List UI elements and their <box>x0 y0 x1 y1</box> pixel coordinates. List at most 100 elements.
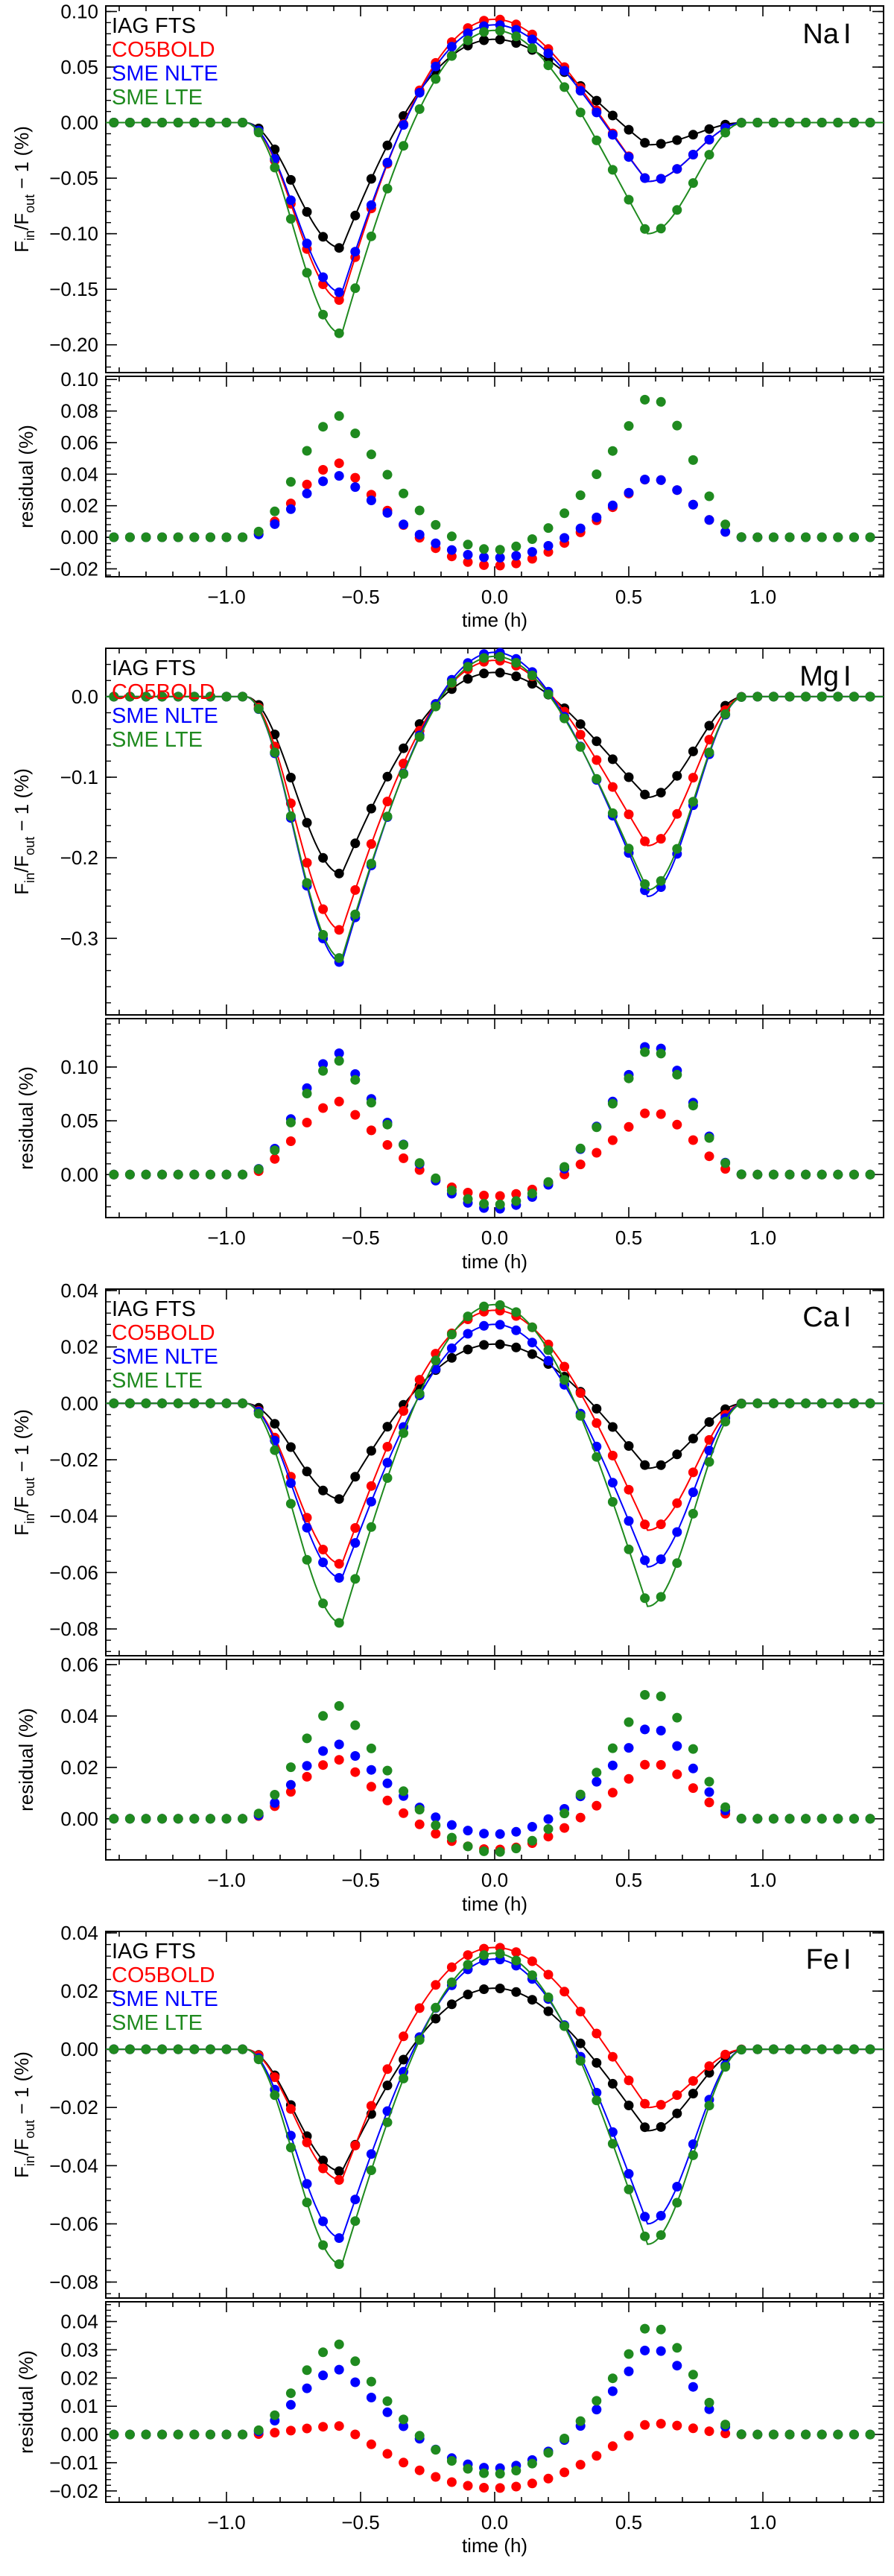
data-point-sme-lte <box>607 1743 618 1753</box>
y-tick-label: −0.01 <box>49 2452 98 2474</box>
data-point-sme-lte <box>688 178 698 189</box>
data-point-sme-lte <box>672 1712 682 1723</box>
data-point-sme-lte <box>640 1047 650 1057</box>
data-point-sme-lte <box>833 118 843 127</box>
ca-i-element-suffix: I <box>843 1302 852 1333</box>
data-point-sme-lte <box>350 1075 361 1085</box>
data-point-sme-lte <box>157 118 168 127</box>
data-point-co5bold <box>463 557 473 567</box>
fe-i-residual-series-co5bold <box>109 2419 875 2493</box>
data-point-sme-lte <box>865 118 875 127</box>
y-tick-label: −0.02 <box>49 557 98 580</box>
data-point-sme-lte <box>446 531 457 542</box>
data-point-co5bold <box>704 2426 714 2437</box>
data-point-sme-lte <box>173 532 183 542</box>
data-point-co5bold <box>511 558 522 569</box>
data-point-iag-fts <box>592 1404 602 1414</box>
y-tick-label: 0.04 <box>60 1279 98 1302</box>
data-point-co5bold <box>318 1545 329 1554</box>
data-point-sme-lte <box>527 1322 537 1332</box>
data-point-iag-fts <box>607 110 618 121</box>
y-tick-label: 0.05 <box>60 1110 98 1132</box>
data-point-co5bold <box>704 2061 714 2072</box>
legend-entry-sme-lte: SME LTE <box>112 2011 203 2035</box>
y-tick-label: −0.08 <box>49 2271 98 2294</box>
data-point-sme-lte <box>752 532 763 542</box>
data-point-co5bold <box>672 2420 682 2431</box>
data-point-sme-lte <box>189 1169 200 1180</box>
data-point-sme-lte <box>189 692 200 702</box>
data-point-sme-lte <box>399 141 409 151</box>
data-point-sme-lte <box>543 60 554 71</box>
data-point-sme-lte <box>559 2021 570 2031</box>
legend-entry-sme-nlte: SME NLTE <box>112 704 218 728</box>
fe-i-element-label: Fe <box>806 1944 839 1975</box>
data-point-iag-fts <box>688 2089 698 2099</box>
data-point-co5bold <box>302 1118 312 1127</box>
data-point-sme-lte <box>511 1844 522 1854</box>
ca-i-top-series-iag-fts <box>106 1339 884 1504</box>
data-point-co5bold <box>318 1103 329 1113</box>
data-point-sme-lte <box>720 1802 731 1812</box>
data-point-sme-lte <box>270 1790 280 1800</box>
data-point-co5bold <box>431 2472 441 2482</box>
data-point-co5bold <box>592 1800 602 1811</box>
series-line-sme-lte <box>106 29 884 335</box>
data-point-co5bold <box>575 2007 586 2016</box>
y-tick-label: −0.06 <box>49 1561 98 1583</box>
data-point-co5bold <box>382 1442 393 1452</box>
data-point-sme-lte <box>238 1398 248 1408</box>
y-tick-label: −0.06 <box>49 2212 98 2235</box>
legend-entry-co5bold: CO5BOLD <box>112 1321 215 1345</box>
data-point-sme-lte <box>688 1744 698 1754</box>
ca-i-element-label: Ca <box>802 1302 839 1333</box>
data-point-sme-nlte <box>334 471 344 481</box>
data-point-sme-lte <box>141 1169 151 1180</box>
data-point-co5bold <box>624 1484 634 1495</box>
data-point-iag-fts <box>495 1339 505 1349</box>
y-tick-label: 0.00 <box>60 2423 98 2446</box>
data-point-sme-lte <box>382 2117 393 2127</box>
data-point-sme-lte <box>302 446 312 456</box>
data-point-co5bold <box>495 1191 505 1201</box>
data-point-co5bold <box>446 2477 457 2487</box>
data-point-sme-lte <box>285 214 296 224</box>
data-point-sme-lte <box>141 2044 151 2054</box>
ylabel-part: − 1 (%) <box>10 126 33 194</box>
data-point-sme-nlte <box>334 1048 344 1058</box>
data-point-sme-lte <box>801 1398 811 1408</box>
data-point-sme-lte <box>205 532 215 542</box>
data-point-co5bold <box>366 1125 376 1136</box>
data-point-sme-lte <box>189 118 200 127</box>
data-point-sme-lte <box>318 422 329 432</box>
fe-i-element-suffix: I <box>843 1944 852 1975</box>
data-point-sme-nlte <box>624 487 634 498</box>
data-point-sme-nlte <box>672 1527 682 1537</box>
data-point-sme-lte <box>334 328 344 338</box>
data-point-sme-lte <box>704 2397 714 2408</box>
data-point-sme-lte <box>173 2044 183 2054</box>
ca-i-top-series-sme-lte <box>106 1300 884 1628</box>
data-point-sme-lte <box>784 2429 795 2440</box>
data-point-sme-lte <box>495 1300 505 1310</box>
data-point-sme-lte <box>479 1950 489 1961</box>
data-point-sme-lte <box>189 1398 200 1408</box>
data-point-iag-fts <box>527 679 537 689</box>
data-point-sme-lte <box>285 477 296 487</box>
data-point-sme-lte <box>285 1117 296 1127</box>
data-point-co5bold <box>672 1769 682 1779</box>
data-point-sme-lte <box>527 2458 537 2469</box>
data-point-sme-lte <box>350 1574 361 1584</box>
ca-i-top-series-co5bold <box>106 1306 884 1569</box>
data-point-sme-lte <box>607 1098 618 1109</box>
series-line-iag-fts <box>106 1343 884 1501</box>
mg-i-xlabel: time (h) <box>462 1250 527 1273</box>
data-point-co5bold <box>704 1151 714 1162</box>
data-point-sme-lte <box>736 1169 746 1180</box>
data-point-sme-lte <box>801 692 811 702</box>
data-point-co5bold <box>382 2064 393 2075</box>
data-point-sme-lte <box>817 1398 827 1408</box>
data-point-sme-lte <box>238 1169 248 1180</box>
data-point-sme-lte <box>124 532 135 542</box>
data-point-sme-lte <box>479 544 489 554</box>
